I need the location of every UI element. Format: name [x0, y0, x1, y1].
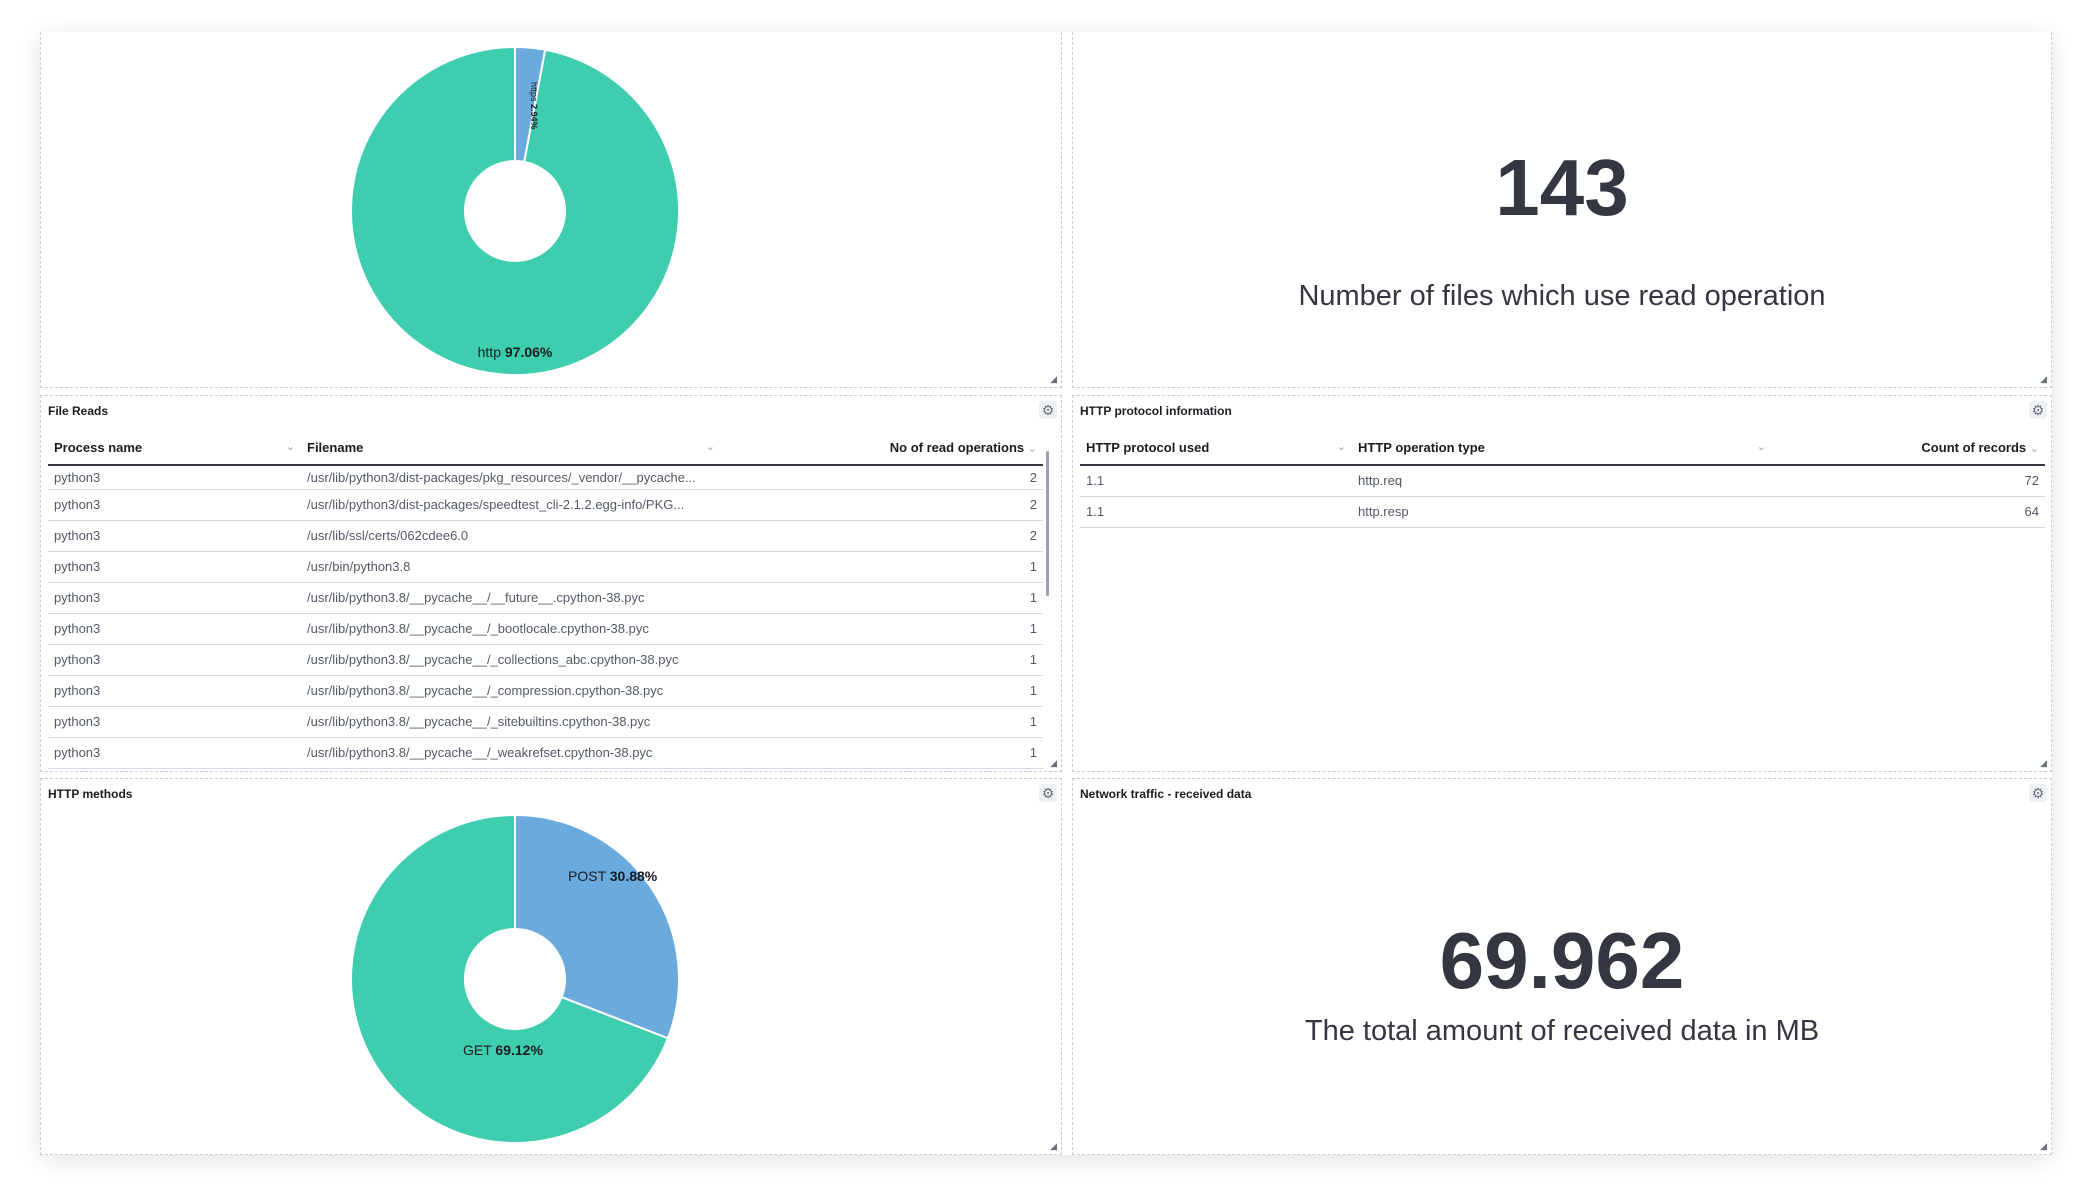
files-count-label: Number of files which use read operation — [1298, 280, 1826, 312]
cell-col2: /usr/lib/python3/dist-packages/pkg_resou… — [301, 465, 721, 490]
resize-handle[interactable]: ◢ — [1050, 758, 1057, 768]
table-row: python3/usr/lib/python3.8/__pycache__/__… — [48, 582, 1043, 614]
http-protocol-panel: HTTP protocol information ⚙ HTTP protoco… — [1072, 395, 2052, 772]
cell-col2: /usr/lib/python3.8/__pycache__/__future_… — [301, 582, 721, 614]
file-reads-panel: File Reads ⚙ Process name ⌄ Filename ⌄ No … — [40, 395, 1062, 772]
post-label: POST 30.88% — [568, 868, 658, 884]
table-row: python3/usr/lib/python3.8/__pycache__/_b… — [48, 613, 1043, 645]
cell-col1: python3 — [48, 737, 301, 769]
column-header-process[interactable]: Process name ⌄ — [48, 431, 301, 466]
table-row: python3/usr/lib/python3.8/__pycache__/_c… — [48, 675, 1043, 707]
cell-col2: /usr/lib/ssl/certs/062cdee6.0 — [301, 520, 721, 552]
column-header-count[interactable]: Count of records ⌄ — [1772, 431, 2045, 466]
cell-col3: 1 — [721, 675, 1043, 707]
cell-col3: 1 — [721, 706, 1043, 738]
table-row: python3/usr/lib/python3/dist-packages/pk… — [48, 465, 1043, 490]
cell-col3: 1 — [721, 551, 1043, 583]
gear-icon[interactable]: ⚙ — [1039, 784, 1057, 802]
cell-col1: python3 — [48, 644, 301, 676]
cell-col1: 1.1 — [1080, 465, 1352, 497]
gear-icon[interactable]: ⚙ — [2029, 401, 2047, 419]
protocol-pie-chart: https 2.94% http 97.06% — [350, 45, 680, 376]
cell-col3: 1 — [721, 582, 1043, 614]
cell-col3: 64 — [1772, 496, 2045, 528]
cell-col2: /usr/lib/python3.8/__pycache__/_bootloca… — [301, 613, 721, 645]
resize-handle[interactable]: ◢ — [2040, 374, 2047, 384]
get-label: GET 69.12% — [463, 1042, 543, 1058]
files-count-value: 143 — [1495, 143, 1629, 232]
pie-slice-https[interactable] — [514, 45, 547, 164]
cell-col3: 72 — [1772, 465, 2045, 497]
pie-slice-get[interactable] — [350, 813, 670, 1144]
table-row: python3/usr/lib/python3.8/__pycache__/_w… — [48, 737, 1043, 769]
cell-col1: python3 — [48, 613, 301, 645]
cell-col1: python3 — [48, 520, 301, 552]
files-metric-panel: 143 Number of files which use read opera… — [1072, 32, 2052, 388]
cell-col1: python3 — [48, 489, 301, 521]
resize-handle[interactable]: ◢ — [1050, 374, 1057, 384]
column-header-protocol[interactable]: HTTP protocol used ⌄ — [1080, 431, 1352, 466]
column-header-filename[interactable]: Filename ⌄ — [301, 431, 721, 466]
panel-title: File Reads — [48, 404, 109, 418]
cell-col2: /usr/lib/python3.8/__pycache__/_collecti… — [301, 644, 721, 676]
panel-title: HTTP methods — [48, 787, 133, 801]
cell-col2: http.resp — [1352, 496, 1772, 528]
file-reads-table: Process name ⌄ Filename ⌄ No of read opera… — [48, 431, 1043, 769]
http-methods-pie-chart: POST 30.88% GET 69.12% — [350, 813, 680, 1144]
table-row: python3/usr/bin/python3.8 1 — [48, 551, 1043, 583]
cell-col3: 1 — [721, 644, 1043, 676]
cell-col2: /usr/lib/python3.8/__pycache__/_sitebuil… — [301, 706, 721, 738]
cell-col2: /usr/lib/python3.8/__pycache__/_weakrefs… — [301, 737, 721, 769]
cell-col2: http.req — [1352, 465, 1772, 497]
cell-col2: /usr/bin/python3.8 — [301, 551, 721, 583]
resize-handle[interactable]: ◢ — [2040, 1141, 2047, 1151]
cell-col3: 1 — [721, 737, 1043, 769]
received-data-panel: Network traffic - received data ⚙ 69.962… — [1072, 778, 2052, 1155]
http-protocol-table: HTTP protocol used ⌄ HTTP operation type ⌄… — [1080, 431, 2045, 528]
table-row: python3/usr/lib/python3.8/__pycache__/_s… — [48, 706, 1043, 738]
cell-col1: 1.1 — [1080, 496, 1352, 528]
column-header-operation[interactable]: HTTP operation type ⌄ — [1352, 431, 1772, 466]
http-label: http 97.06% — [478, 344, 553, 360]
table-row: python3/usr/lib/ssl/certs/062cdee6.0 2 — [48, 520, 1043, 552]
pie-slice-post[interactable] — [514, 813, 680, 1040]
table-scrollbar[interactable] — [1046, 451, 1049, 596]
cell-col3: 1 — [721, 613, 1043, 645]
table-row: 1.1 http.resp 64 — [1080, 496, 2045, 528]
cell-col1: python3 — [48, 551, 301, 583]
gear-icon[interactable]: ⚙ — [2029, 784, 2047, 802]
http-methods-panel: HTTP methods ⚙ POST 30.88% GET 69.12% ◢ — [40, 778, 1062, 1155]
resize-handle[interactable]: ◢ — [1050, 1141, 1057, 1151]
table-row: python3/usr/lib/python3.8/__pycache__/_c… — [48, 644, 1043, 676]
table-row: 1.1 http.req 72 — [1080, 465, 2045, 497]
cell-col3: 2 — [721, 489, 1043, 521]
pie-slice-http[interactable] — [350, 45, 680, 376]
cell-col1: python3 — [48, 706, 301, 738]
cell-col1: python3 — [48, 465, 301, 490]
cell-col2: /usr/lib/python3.8/__pycache__/_compress… — [301, 675, 721, 707]
gear-icon[interactable]: ⚙ — [1039, 401, 1057, 419]
resize-handle[interactable]: ◢ — [2040, 758, 2047, 768]
cell-col2: /usr/lib/python3/dist-packages/speedtest… — [301, 489, 721, 521]
cell-col1: python3 — [48, 675, 301, 707]
cell-col3: 2 — [721, 520, 1043, 552]
column-header-read-ops[interactable]: No of read operations ⌄ — [721, 431, 1043, 466]
received-data-value: 69.962 — [1439, 916, 1685, 1005]
panel-title: Network traffic - received data — [1080, 787, 1252, 801]
panel-title: HTTP protocol information — [1080, 404, 1232, 418]
cell-col3: 2 — [721, 465, 1043, 490]
protocol-pie-panel: https 2.94% http 97.06% ◢ — [40, 32, 1062, 388]
https-label: https 2.94% — [529, 82, 539, 130]
received-data-label: The total amount of received data in MB — [1304, 1015, 1820, 1047]
table-row: python3/usr/lib/python3/dist-packages/sp… — [48, 489, 1043, 521]
cell-col1: python3 — [48, 582, 301, 614]
